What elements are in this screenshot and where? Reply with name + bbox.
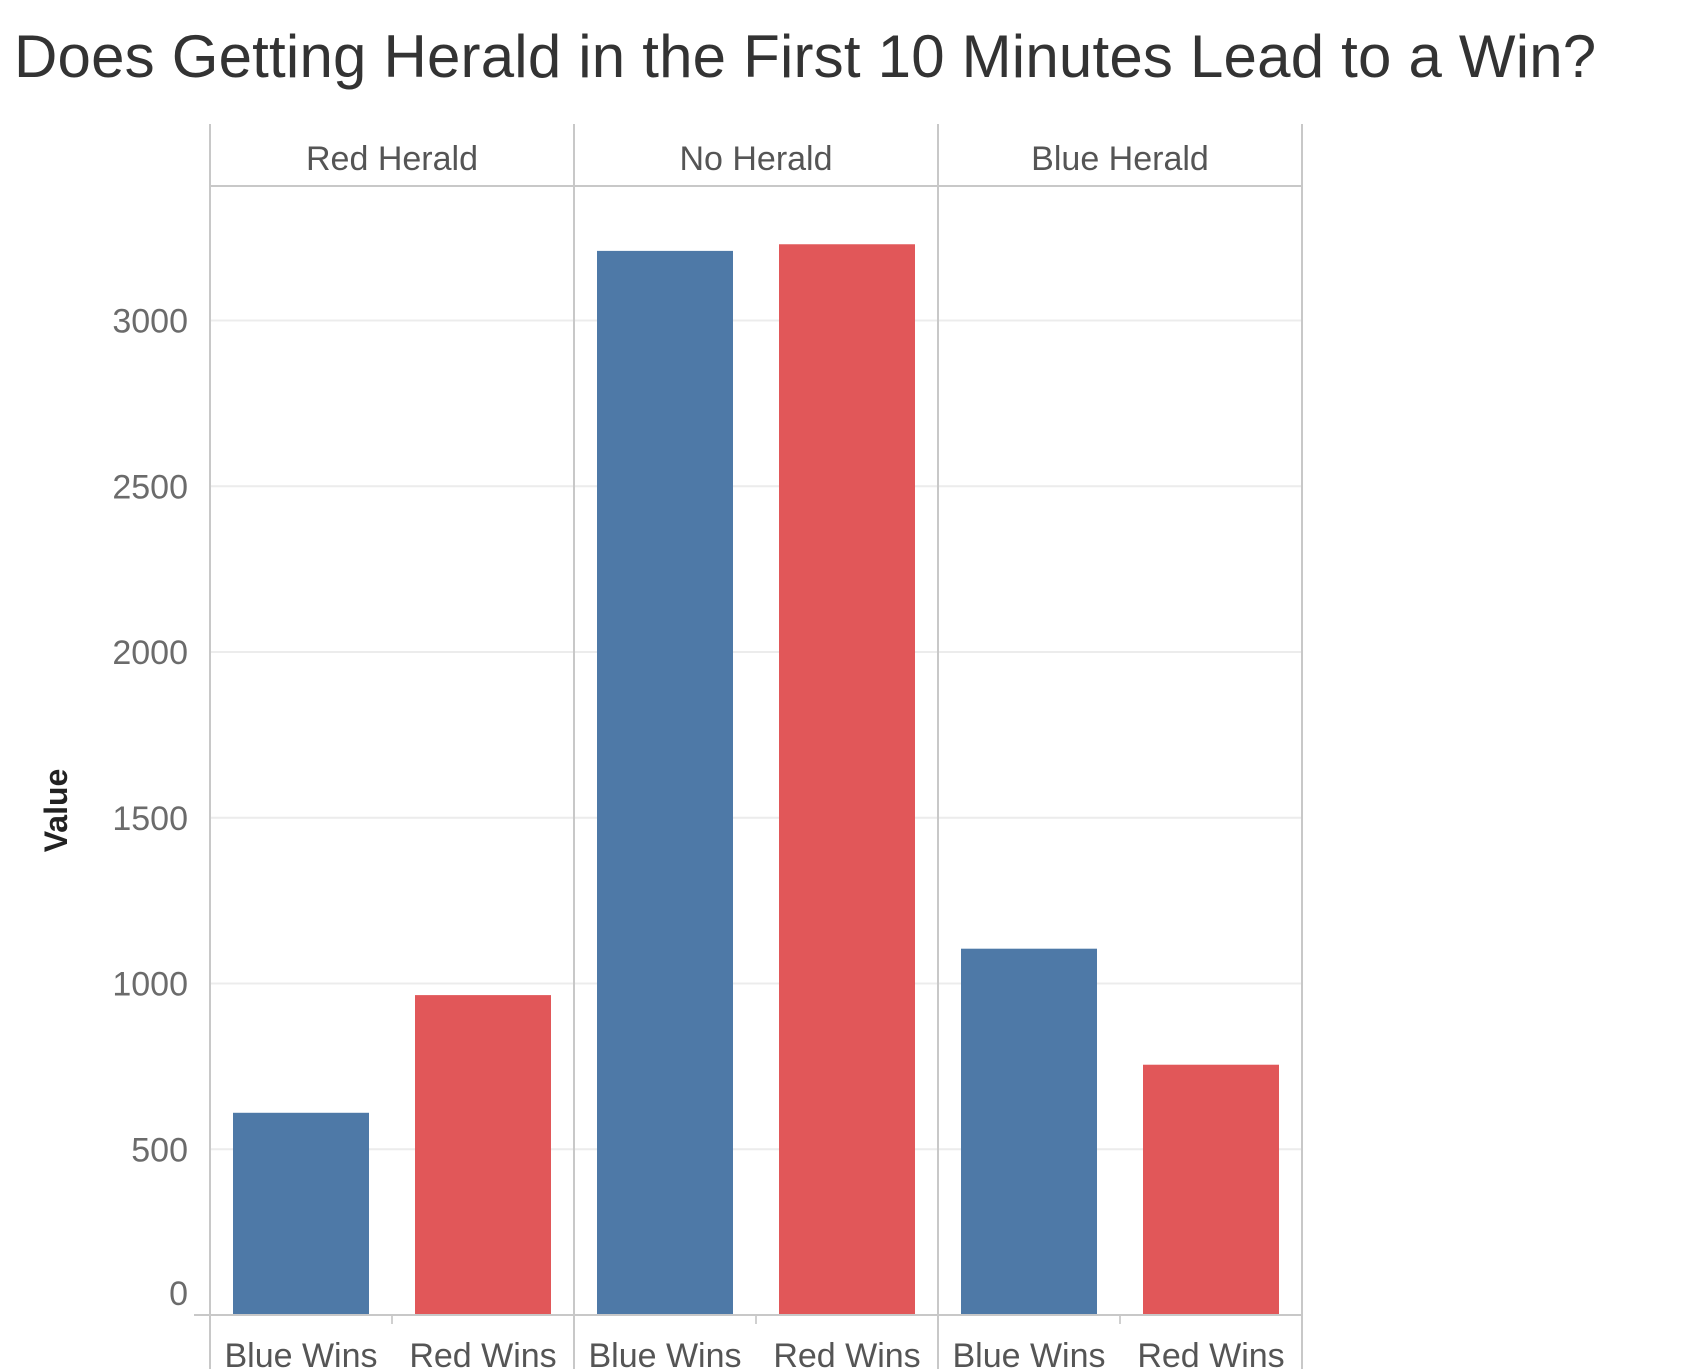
bar xyxy=(1143,1064,1279,1315)
x-category-label: Red Wins xyxy=(773,1337,920,1369)
y-tick-label: 1500 xyxy=(112,800,188,838)
x-category-label: Blue Wins xyxy=(588,1337,741,1369)
bars xyxy=(233,244,1279,1315)
chart-title: Does Getting Herald in the First 10 Minu… xyxy=(14,23,1597,90)
x-category-label: Blue Wins xyxy=(224,1337,377,1369)
panel-label: No Herald xyxy=(679,140,832,178)
y-axis-title: Value xyxy=(38,769,74,853)
panel-label: Blue Herald xyxy=(1031,140,1209,178)
x-category-label: Blue Wins xyxy=(952,1337,1105,1369)
bar xyxy=(415,995,551,1315)
gridlines xyxy=(210,319,1302,1151)
panel-label: Red Herald xyxy=(306,140,478,178)
x-category-label: Red Wins xyxy=(1137,1337,1284,1369)
y-tick-label: 2500 xyxy=(112,468,188,506)
x-category-label: Red Wins xyxy=(409,1337,556,1369)
y-tick-label: 2000 xyxy=(112,634,188,672)
bar xyxy=(597,250,733,1315)
panel-frame xyxy=(194,124,1303,1369)
chart-labels: 0 500 1000 1500 2000 2500 3000 Value Red Herald B… xyxy=(38,140,1285,1369)
bar xyxy=(961,948,1097,1315)
bar xyxy=(779,244,915,1315)
y-tick-label: 0 xyxy=(169,1275,188,1313)
y-tick-label: 1000 xyxy=(112,966,188,1004)
bar xyxy=(233,1112,369,1315)
y-tick-label: 500 xyxy=(131,1131,188,1169)
y-tick-label: 3000 xyxy=(112,303,188,341)
